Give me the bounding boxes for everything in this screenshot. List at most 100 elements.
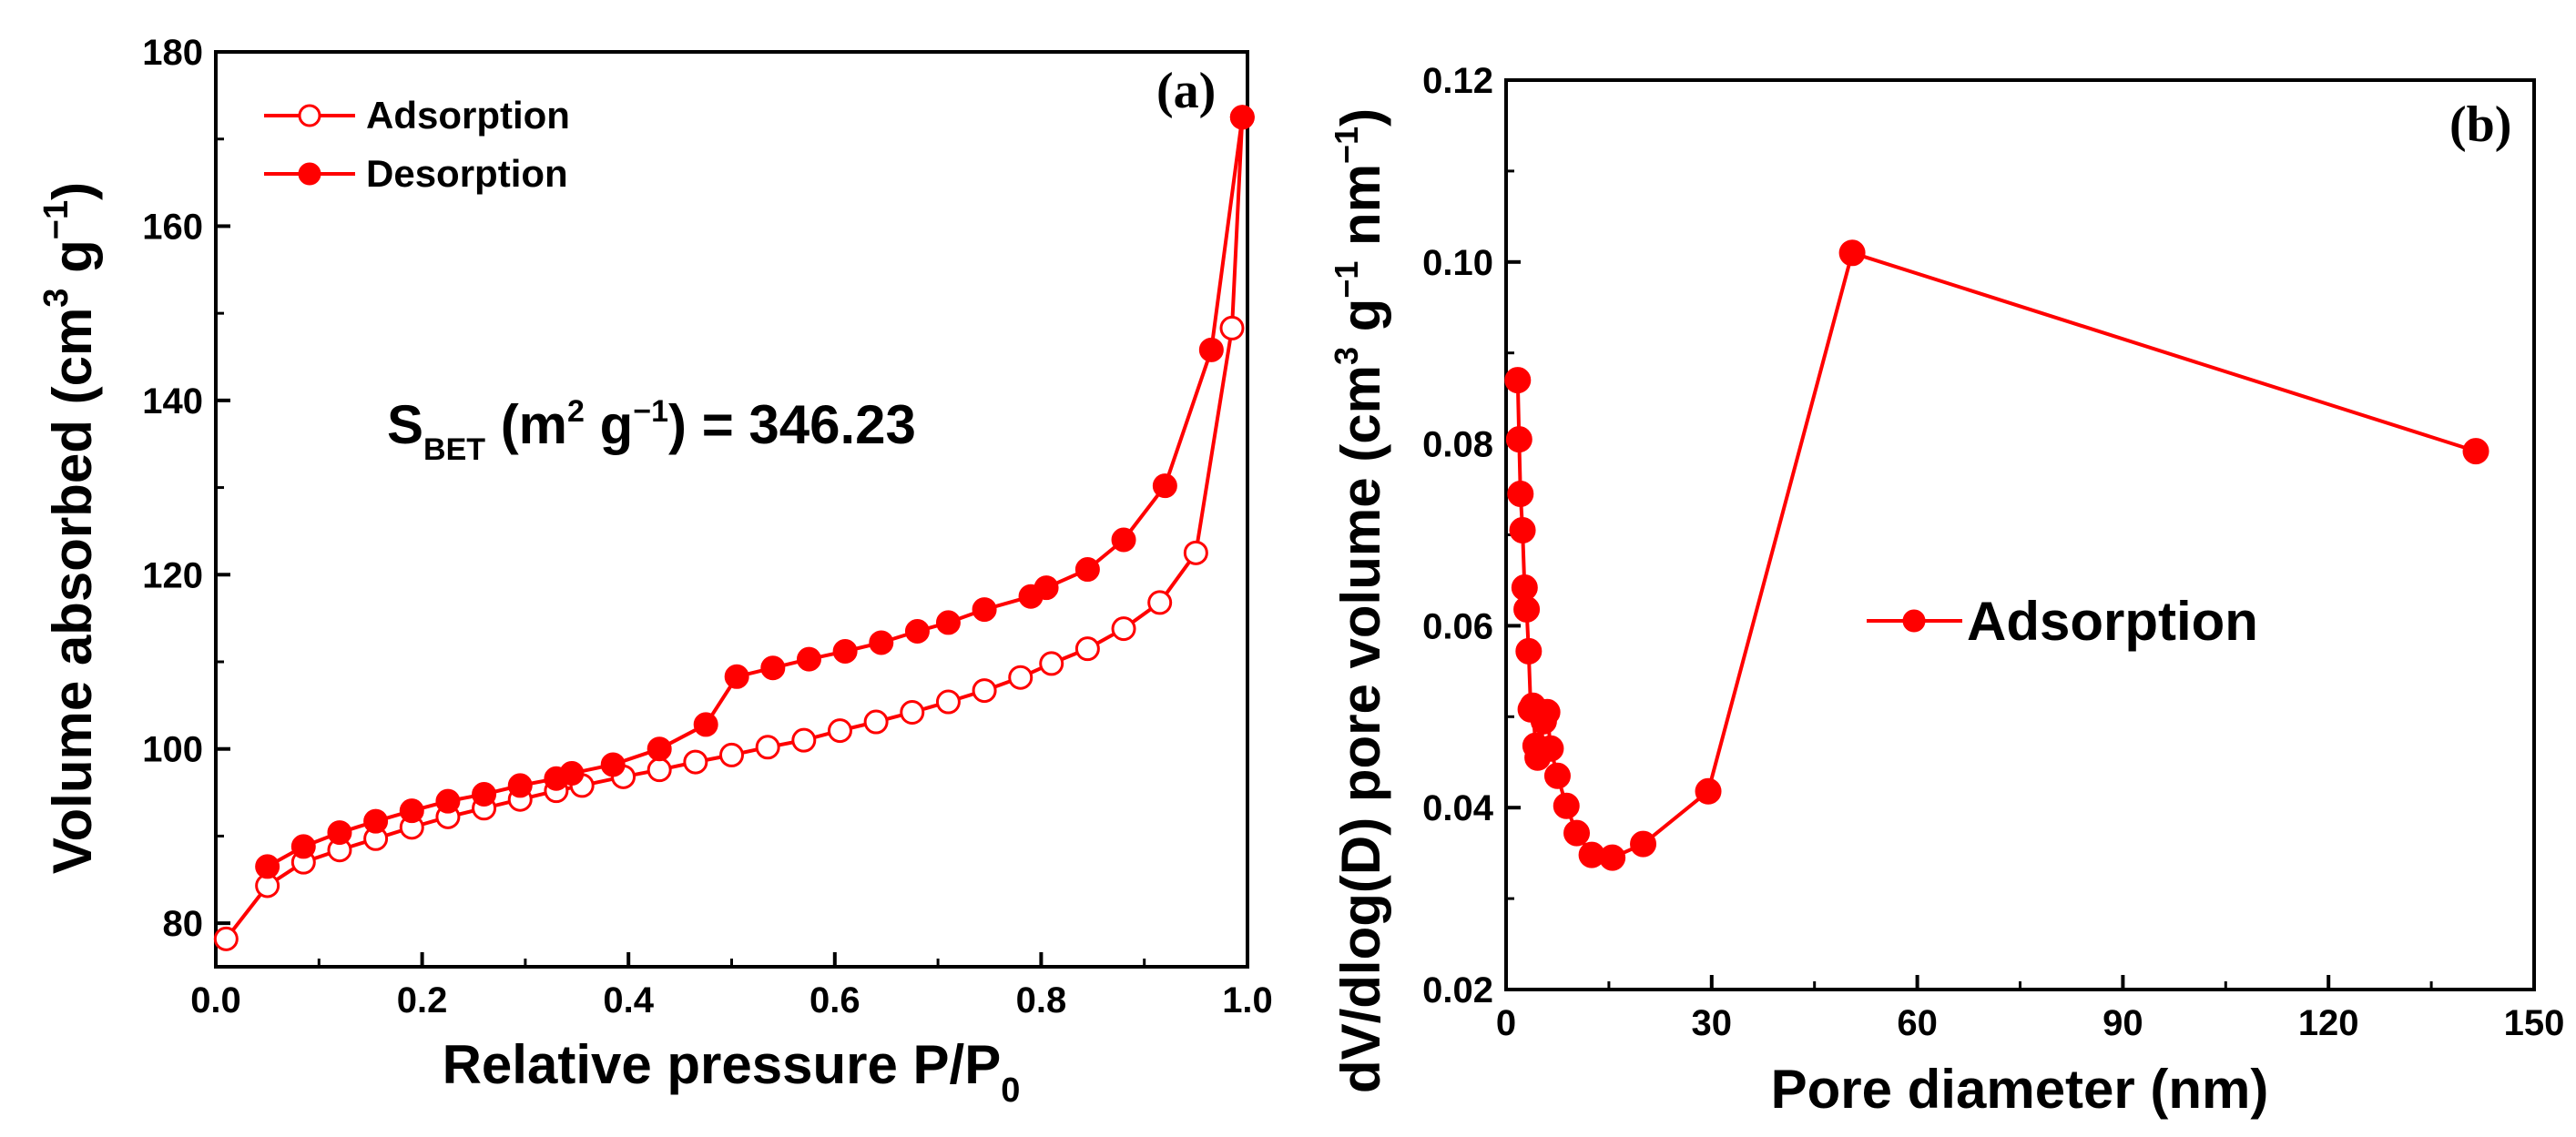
panel-a-ylabel-sup2: −1 xyxy=(37,200,76,239)
panel-b-x-axis-label: Pore diameter (nm) xyxy=(1771,1059,2269,1120)
panel-a-y-tick-label: 100 xyxy=(142,730,203,770)
panel-b-adsorption-point xyxy=(1537,735,1564,762)
panel-a-x-tick-label: 0.8 xyxy=(1016,980,1067,1020)
panel-a-desorption-point xyxy=(832,639,858,665)
panel-b-x-tick-label: 150 xyxy=(2504,1003,2565,1043)
panel-a-desorption-point xyxy=(600,752,626,777)
panel-a-desorption-point xyxy=(1074,557,1100,583)
panel-a-desorption-point xyxy=(544,766,569,791)
panel-a-label: (a) xyxy=(1156,63,1216,119)
panel-b-adsorption-point xyxy=(1599,844,1626,871)
panel-a-adsorption-point xyxy=(1039,651,1064,676)
panel-a-adsorption-point xyxy=(683,749,708,775)
sbet-value: ) = 346.23 xyxy=(668,394,916,455)
sbet-sup-minus1: −1 xyxy=(633,394,668,429)
panel-a-adsorption-point xyxy=(791,727,817,753)
panel-b-adsorption-point xyxy=(1630,830,1657,858)
legend-desorption-marker xyxy=(298,162,321,186)
panel-a-x-axis-label: Relative pressure P/P0 xyxy=(443,1034,1021,1110)
panel-a-desorption-point xyxy=(1018,584,1044,609)
panel-a-adsorption-point xyxy=(1074,636,1100,662)
panel-b-adsorption-point xyxy=(1553,792,1580,819)
legend-desorption-label: Desorption xyxy=(366,152,568,195)
panel-a-desorption-point xyxy=(647,736,672,762)
panel-b-adsorption-point xyxy=(1533,698,1561,726)
panel-b-x-tick-label: 90 xyxy=(2103,1003,2143,1043)
panel-a-desorption-point xyxy=(255,854,280,879)
panel-a-adsorption-point xyxy=(972,678,997,704)
legend-adsorption-marker xyxy=(298,104,321,127)
panel-b-adsorption-point xyxy=(2462,438,2489,465)
panel-a-x-tick-label: 0.0 xyxy=(190,980,241,1020)
panel-b-adsorption-point xyxy=(1515,637,1543,665)
panel-b-adsorption-point xyxy=(1695,777,1722,805)
panel-b-ylabel-sup1: 3 xyxy=(1328,347,1365,365)
panel-a-desorption-point xyxy=(724,664,749,689)
panel-b-x-tick-label: 30 xyxy=(1692,1003,1733,1043)
panel-a-x-tick-label: 0.2 xyxy=(397,980,448,1020)
panel-a-y-tick-label: 160 xyxy=(142,207,203,247)
panel-a-adsorption-point xyxy=(647,757,672,783)
panel-b-adsorption-point xyxy=(1509,517,1536,544)
panel-b-y-tick-label: 0.12 xyxy=(1422,61,1493,101)
panel-a-desorption-point xyxy=(290,834,316,859)
sbet-unit-open: (m xyxy=(485,394,567,455)
panel-a-adsorption-point xyxy=(1008,665,1033,690)
panel-a-x-tick-label: 0.4 xyxy=(603,980,654,1020)
panel-b-ticks: 0 30 60 90 120 150 0.02 0.04 0.06 0.08 0.10 0.12 xyxy=(1422,61,2564,1043)
panel-b-y-tick-label: 0.02 xyxy=(1422,970,1493,1010)
panel-a-y-tick-label: 120 xyxy=(142,555,203,595)
panel-a-desorption-point xyxy=(796,646,821,672)
panel-a-adsorption-point xyxy=(827,718,852,744)
panel-a-adsorption-point xyxy=(719,742,744,767)
panel-a-desorption-line xyxy=(266,117,1245,868)
panel-a-adsorption-point xyxy=(1183,540,1208,565)
panel-a-x-tick-label: 0.6 xyxy=(809,980,860,1020)
panel-b-x-tick-label: 120 xyxy=(2298,1003,2359,1043)
panel-b-series xyxy=(1504,239,2489,871)
panel-b-ylabel-sup2: −1 xyxy=(1328,261,1365,299)
panel-a-adsorption-point xyxy=(755,735,780,760)
panel-a-desorption-point xyxy=(1198,337,1224,362)
panel-b-ylabel-sup3: −1 xyxy=(1328,127,1365,164)
sbet-annotation: SBET (m2 g−1) = 346.23 xyxy=(387,394,916,467)
panel-a-desorption-point xyxy=(399,798,424,824)
panel-b-label: (b) xyxy=(2449,96,2511,153)
panel-a-desorption-point xyxy=(507,773,533,798)
panel-b-x-tick-label: 0 xyxy=(1496,1003,1516,1043)
panel-b-y-tick-label: 0.10 xyxy=(1422,243,1493,283)
panel-a-desorption-point xyxy=(693,712,718,737)
legend-adsorption-label: Adsorption xyxy=(366,94,570,137)
panel-a-y-tick-label: 80 xyxy=(163,904,204,944)
panel-b-y-tick-label: 0.08 xyxy=(1422,425,1493,465)
panel-a-adsorption-point xyxy=(900,700,925,726)
panel-a-x-tick-label: 1.0 xyxy=(1222,980,1273,1020)
panel-b-y-tick-label: 0.06 xyxy=(1422,606,1493,646)
panel-a-ylabel-sup1: 3 xyxy=(37,289,76,308)
panel-b-adsorption-point xyxy=(1838,239,1866,267)
panel-a-xlabel-main: Relative pressure P/P xyxy=(443,1034,1002,1095)
panel-a-desorption-point xyxy=(472,781,497,807)
panel-a-ticks: 0.0 0.2 0.4 0.6 0.8 1.0 80 100 120 140 160 180 xyxy=(142,33,1273,1020)
panel-b-adsorption-point xyxy=(1513,595,1541,623)
panel-b-legend: Adsorption xyxy=(1867,591,2258,652)
panel-a-desorption-point xyxy=(972,597,997,623)
panel-b-ylabel-end: ) xyxy=(1330,108,1391,127)
sbet-unit-g: g xyxy=(585,394,633,455)
panel-b-y-axis-label: dV/dlog(D) pore volume (cm3 g−1 nm−1) xyxy=(1328,108,1391,1093)
panel-b-adsorption-point xyxy=(1511,574,1538,601)
panel-b-ylabel-mid: g xyxy=(1330,299,1391,347)
panel-b-adsorption-point xyxy=(1563,819,1591,847)
panel-b-adsorption-point xyxy=(1543,762,1571,789)
panel-a-desorption-point xyxy=(363,808,389,834)
panel-a-series xyxy=(213,105,1255,951)
panel-a-adsorption-point xyxy=(1219,315,1245,340)
panel-a-desorption-point xyxy=(1152,473,1177,499)
legend-b-adsorption-label: Adsorption xyxy=(1967,591,2258,652)
panel-a-y-tick-label: 140 xyxy=(142,381,203,421)
panel-b-ylabel-main: dV/dlog(D) pore volume (cm xyxy=(1330,365,1391,1093)
panel-b-adsorption-point xyxy=(1505,426,1532,453)
sbet-s: S xyxy=(387,394,423,455)
